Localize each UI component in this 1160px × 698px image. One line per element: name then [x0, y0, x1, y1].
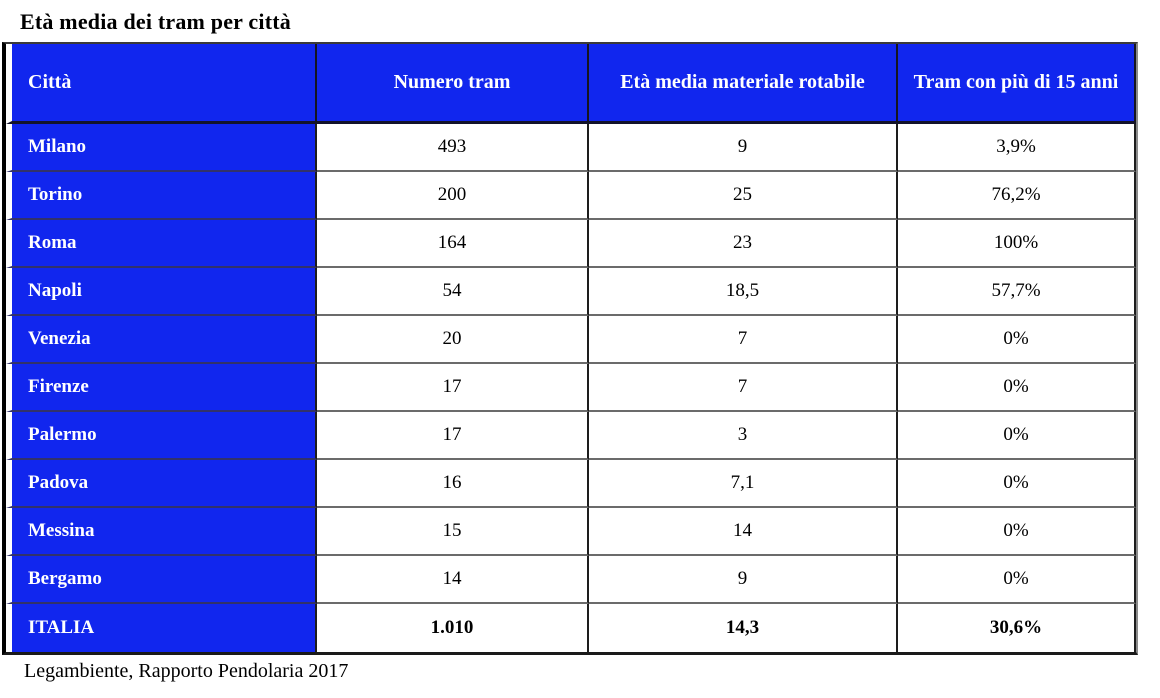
over-15-pct-cell: 0%	[898, 460, 1136, 508]
table-row-napoli: Napoli 54 18,5 57,7%	[6, 268, 1136, 316]
table-row-messina: Messina 15 14 0%	[6, 508, 1136, 556]
avg-age-cell: 3	[589, 412, 898, 460]
over-15-pct-cell: 0%	[898, 364, 1136, 412]
table-row-venezia: Venezia 20 7 0%	[6, 316, 1136, 364]
city-cell: Bergamo	[6, 556, 317, 604]
table-row-torino: Torino 200 25 76,2%	[6, 172, 1136, 220]
avg-age-cell: 7	[589, 316, 898, 364]
over-15-pct-cell: 30,6%	[898, 604, 1136, 652]
column-header-numero-tram: Numero tram	[317, 44, 589, 124]
page-title: Età media dei tram per città	[20, 9, 291, 34]
table-row-italia-total: ITALIA 1.010 14,3 30,6%	[6, 604, 1136, 652]
column-header-tram-15-anni: Tram con più di 15 anni	[898, 44, 1136, 124]
avg-age-cell: 25	[589, 172, 898, 220]
table-header: Città Numero tram Età media materiale ro…	[6, 44, 1136, 124]
avg-age-cell: 9	[589, 556, 898, 604]
avg-age-cell: 23	[589, 220, 898, 268]
city-cell: Padova	[6, 460, 317, 508]
table-row-roma: Roma 164 23 100%	[6, 220, 1136, 268]
city-cell: Napoli	[6, 268, 317, 316]
over-15-pct-cell: 0%	[898, 508, 1136, 556]
table-row-padova: Padova 16 7,1 0%	[6, 460, 1136, 508]
over-15-pct-cell: 3,9%	[898, 124, 1136, 172]
tram-count-cell: 493	[317, 124, 589, 172]
table-row-palermo: Palermo 17 3 0%	[6, 412, 1136, 460]
city-cell: Messina	[6, 508, 317, 556]
city-cell: Palermo	[6, 412, 317, 460]
tram-count-cell: 15	[317, 508, 589, 556]
over-15-pct-cell: 0%	[898, 412, 1136, 460]
column-header-citta: Città	[6, 44, 317, 124]
city-cell: Firenze	[6, 364, 317, 412]
table-body: Milano 493 9 3,9% Torino 200 25 76,2% Ro…	[6, 124, 1136, 652]
source-caption: Legambiente, Rapporto Pendolaria 2017	[24, 660, 349, 682]
avg-age-cell: 14,3	[589, 604, 898, 652]
over-15-pct-cell: 0%	[898, 556, 1136, 604]
tram-count-cell: 1.010	[317, 604, 589, 652]
city-cell: Venezia	[6, 316, 317, 364]
header-row: Città Numero tram Età media materiale ro…	[6, 44, 1136, 124]
tram-count-cell: 200	[317, 172, 589, 220]
table-row-firenze: Firenze 17 7 0%	[6, 364, 1136, 412]
city-cell: Roma	[6, 220, 317, 268]
city-cell: ITALIA	[6, 604, 317, 652]
table-row-bergamo: Bergamo 14 9 0%	[6, 556, 1136, 604]
avg-age-cell: 7,1	[589, 460, 898, 508]
tram-count-cell: 14	[317, 556, 589, 604]
avg-age-cell: 9	[589, 124, 898, 172]
column-header-eta-media: Età media materiale rotabile	[589, 44, 898, 124]
over-15-pct-cell: 57,7%	[898, 268, 1136, 316]
table-row-milano: Milano 493 9 3,9%	[6, 124, 1136, 172]
tram-count-cell: 17	[317, 364, 589, 412]
tram-count-cell: 16	[317, 460, 589, 508]
over-15-pct-cell: 76,2%	[898, 172, 1136, 220]
avg-age-cell: 18,5	[589, 268, 898, 316]
tram-count-cell: 164	[317, 220, 589, 268]
tram-count-cell: 17	[317, 412, 589, 460]
avg-age-cell: 14	[589, 508, 898, 556]
avg-age-cell: 7	[589, 364, 898, 412]
city-cell: Torino	[6, 172, 317, 220]
tram-age-table: Città Numero tram Età media materiale ro…	[2, 42, 1138, 655]
city-cell: Milano	[6, 124, 317, 172]
over-15-pct-cell: 0%	[898, 316, 1136, 364]
tram-count-cell: 54	[317, 268, 589, 316]
tram-count-cell: 20	[317, 316, 589, 364]
over-15-pct-cell: 100%	[898, 220, 1136, 268]
